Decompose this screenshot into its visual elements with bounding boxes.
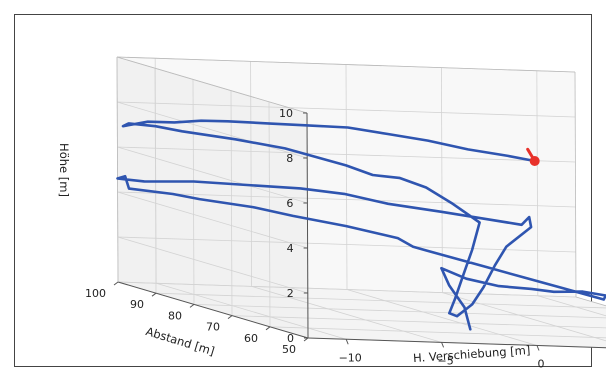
y-tick-label: 50: [282, 343, 296, 356]
pane-edge: [116, 56, 308, 114]
z-tick-label: 2: [287, 287, 294, 300]
grid-line: [536, 70, 539, 296]
y-tick-mark: [227, 315, 233, 320]
grid-line: [117, 236, 308, 294]
pane-edge: [574, 71, 577, 298]
x-tick-label: −10: [339, 351, 362, 364]
z-tick-label: 6: [286, 197, 293, 210]
grid-line: [156, 282, 347, 340]
grid-line: [117, 191, 308, 249]
y-tick-label: 90: [130, 298, 144, 311]
grid-line: [117, 236, 576, 253]
z-tick-label: 4: [287, 242, 294, 255]
grid-line: [117, 101, 308, 159]
z-axis-label: Höhe [m]: [57, 143, 71, 197]
grid-line: [193, 304, 606, 319]
trajectory-series: [116, 119, 606, 331]
grid-line: [117, 146, 308, 204]
grid-line: [345, 64, 348, 290]
grid-line: [346, 289, 538, 346]
z-tick-label: 0: [287, 332, 294, 345]
grid-line: [269, 326, 606, 339]
z-tick-label: 10: [279, 107, 293, 120]
z-tick-label: 8: [286, 152, 293, 165]
y-tick-label: 70: [206, 321, 220, 334]
pane-edge: [116, 56, 119, 283]
grid-line: [537, 295, 606, 317]
x-tick-mark: [441, 342, 445, 348]
y-tick-mark: [113, 281, 119, 286]
y-tick-mark: [303, 337, 309, 342]
y-tick-mark: [151, 292, 157, 297]
y-axis-line: [117, 281, 309, 339]
grid-line: [117, 191, 576, 208]
grid-line: [251, 285, 442, 343]
grid-line: [117, 146, 576, 163]
y-tick-label: 100: [85, 287, 106, 300]
grid-line: [250, 61, 252, 287]
grid-line: [268, 101, 271, 327]
y-tick-label: 60: [244, 332, 258, 345]
x-tick-label: 0: [538, 358, 545, 371]
grid-line: [155, 292, 606, 309]
z-axis-line: [306, 112, 309, 339]
y-tick-mark: [265, 326, 271, 331]
y-tick-label: 80: [168, 309, 182, 322]
grid-line: [117, 101, 576, 118]
x-axis-label: H. Verschiebung [m]: [413, 343, 531, 365]
current-position-marker: [529, 156, 540, 166]
x-tick-mark: [536, 345, 540, 351]
x-tick-mark: [345, 339, 349, 345]
x-tick-label: −5: [437, 354, 453, 367]
trajectory-line: [116, 119, 606, 331]
y-tick-mark: [189, 303, 195, 308]
grid-line: [117, 281, 577, 298]
grid-line: [192, 79, 195, 305]
axis-panes: [117, 57, 606, 348]
pane-edge: [116, 56, 576, 73]
